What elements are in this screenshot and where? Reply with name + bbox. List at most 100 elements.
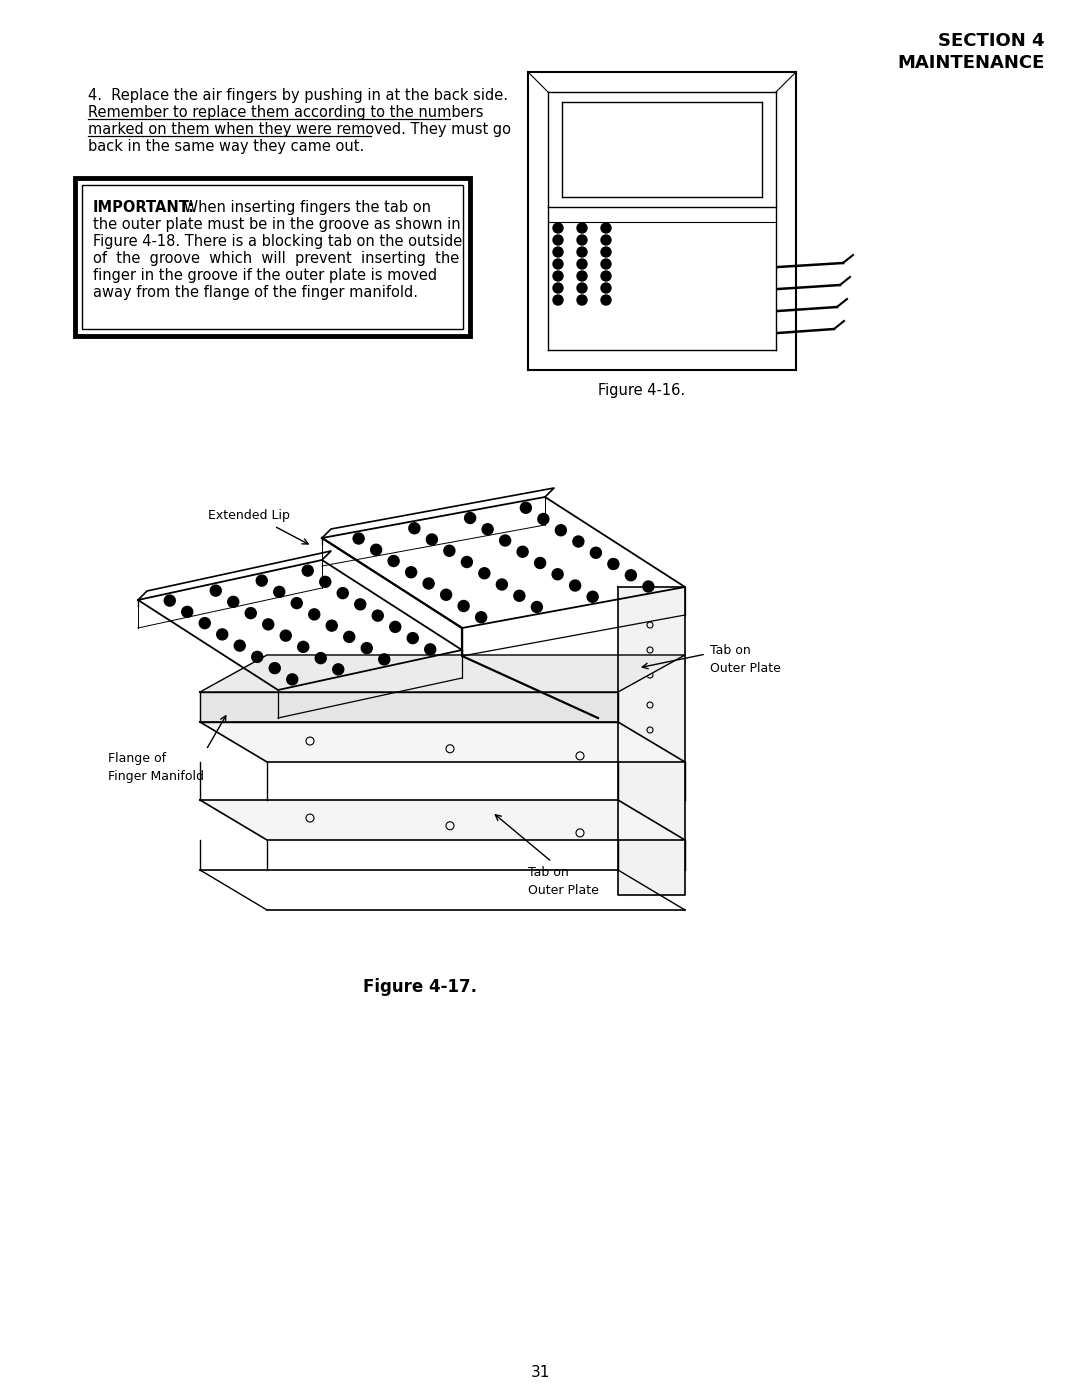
- Circle shape: [199, 617, 211, 629]
- Circle shape: [600, 295, 611, 305]
- Polygon shape: [200, 722, 685, 761]
- Circle shape: [217, 629, 228, 640]
- Circle shape: [643, 581, 653, 592]
- Circle shape: [370, 545, 381, 555]
- Circle shape: [390, 622, 401, 633]
- Circle shape: [553, 284, 563, 293]
- Circle shape: [228, 597, 239, 608]
- Circle shape: [269, 662, 280, 673]
- Circle shape: [500, 535, 511, 546]
- Circle shape: [379, 654, 390, 665]
- Circle shape: [600, 271, 611, 281]
- Text: Remember to replace them according to the numbers: Remember to replace them according to th…: [87, 105, 484, 120]
- Circle shape: [553, 224, 563, 233]
- Circle shape: [538, 514, 549, 524]
- FancyBboxPatch shape: [82, 184, 463, 330]
- Text: back in the same way they came out.: back in the same way they came out.: [87, 138, 364, 154]
- Circle shape: [409, 522, 420, 534]
- Circle shape: [553, 271, 563, 281]
- Circle shape: [333, 664, 343, 675]
- Circle shape: [461, 556, 472, 567]
- Circle shape: [625, 570, 636, 581]
- Circle shape: [514, 591, 525, 601]
- Circle shape: [309, 609, 320, 620]
- Circle shape: [273, 587, 285, 598]
- Circle shape: [577, 271, 588, 281]
- Circle shape: [444, 545, 455, 556]
- Circle shape: [458, 601, 469, 612]
- Polygon shape: [200, 692, 618, 722]
- Circle shape: [441, 590, 451, 601]
- Text: 31: 31: [530, 1365, 550, 1380]
- Circle shape: [517, 546, 528, 557]
- Circle shape: [475, 612, 487, 623]
- Circle shape: [234, 640, 245, 651]
- Circle shape: [427, 534, 437, 545]
- Circle shape: [577, 295, 588, 305]
- Circle shape: [600, 247, 611, 257]
- Circle shape: [553, 235, 563, 244]
- Circle shape: [591, 548, 602, 559]
- Text: Flange of
Finger Manifold: Flange of Finger Manifold: [108, 752, 204, 782]
- Circle shape: [553, 295, 563, 305]
- Circle shape: [424, 644, 435, 655]
- Circle shape: [553, 258, 563, 270]
- Text: Figure 4-17.: Figure 4-17.: [363, 978, 477, 996]
- Circle shape: [211, 585, 221, 597]
- Circle shape: [531, 602, 542, 612]
- Circle shape: [252, 651, 262, 662]
- Text: MAINTENANCE: MAINTENANCE: [897, 54, 1045, 73]
- Text: Figure 4-18. There is a blocking tab on the outside: Figure 4-18. There is a blocking tab on …: [93, 235, 462, 249]
- Circle shape: [600, 284, 611, 293]
- Circle shape: [497, 578, 508, 590]
- Circle shape: [577, 258, 588, 270]
- Circle shape: [406, 567, 417, 578]
- Circle shape: [577, 224, 588, 233]
- Circle shape: [361, 643, 373, 654]
- Circle shape: [343, 631, 354, 643]
- Text: away from the flange of the finger manifold.: away from the flange of the finger manif…: [93, 285, 418, 300]
- Circle shape: [535, 557, 545, 569]
- Text: When inserting fingers the tab on: When inserting fingers the tab on: [179, 200, 431, 215]
- Circle shape: [553, 247, 563, 257]
- Text: IMPORTANT:: IMPORTANT:: [93, 200, 195, 215]
- Circle shape: [320, 577, 330, 587]
- Text: SECTION 4: SECTION 4: [939, 32, 1045, 50]
- Circle shape: [262, 619, 273, 630]
- Circle shape: [577, 247, 588, 257]
- Circle shape: [287, 673, 298, 685]
- Circle shape: [407, 633, 418, 644]
- Circle shape: [280, 630, 292, 641]
- Circle shape: [555, 525, 566, 536]
- Text: of  the  groove  which  will  prevent  inserting  the: of the groove which will prevent inserti…: [93, 251, 459, 265]
- Circle shape: [577, 235, 588, 244]
- Circle shape: [315, 652, 326, 664]
- Text: marked on them when they were removed. They must go: marked on them when they were removed. T…: [87, 122, 511, 137]
- Circle shape: [482, 524, 494, 535]
- Polygon shape: [618, 587, 685, 895]
- Circle shape: [521, 503, 531, 513]
- Circle shape: [423, 578, 434, 590]
- Circle shape: [326, 620, 337, 631]
- Text: Tab on
Outer Plate: Tab on Outer Plate: [710, 644, 781, 675]
- Circle shape: [600, 224, 611, 233]
- Text: 4.  Replace the air fingers by pushing in at the back side.: 4. Replace the air fingers by pushing in…: [87, 88, 508, 103]
- Circle shape: [302, 566, 313, 576]
- Circle shape: [577, 284, 588, 293]
- Circle shape: [337, 588, 348, 599]
- Circle shape: [298, 641, 309, 652]
- Circle shape: [164, 595, 175, 606]
- Polygon shape: [200, 655, 685, 692]
- Circle shape: [600, 235, 611, 244]
- Text: Extended Lip: Extended Lip: [208, 510, 289, 522]
- Circle shape: [608, 559, 619, 570]
- Circle shape: [181, 606, 192, 617]
- Circle shape: [464, 513, 475, 524]
- Circle shape: [256, 576, 267, 587]
- Circle shape: [569, 580, 581, 591]
- Circle shape: [353, 534, 364, 543]
- Text: the outer plate must be in the groove as shown in: the outer plate must be in the groove as…: [93, 217, 461, 232]
- Circle shape: [572, 536, 584, 548]
- Circle shape: [292, 598, 302, 609]
- Text: finger in the groove if the outer plate is moved: finger in the groove if the outer plate …: [93, 268, 437, 284]
